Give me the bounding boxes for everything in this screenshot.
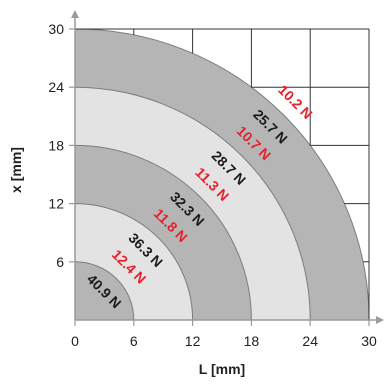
- axes-layer: [71, 10, 384, 324]
- x-tick-label: 6: [130, 333, 138, 349]
- y-tick-label: 18: [48, 137, 64, 153]
- ticks-layer: 0 6 12 18 24 30 6 12 18 24 30: [48, 21, 377, 349]
- grid-layer: [75, 28, 370, 320]
- x-tick-label: 18: [244, 333, 260, 349]
- x-axis-label: L [mm]: [199, 361, 245, 377]
- y-axis-arrow: [71, 10, 79, 18]
- ring-r6: [74, 261, 135, 321]
- y-tick-label: 24: [48, 79, 64, 95]
- y-tick-label: 30: [48, 21, 64, 37]
- x-tick-label: 24: [302, 333, 318, 349]
- x-tick-label: 0: [71, 333, 79, 349]
- y-axis-label: x [mm]: [8, 147, 24, 193]
- y-tick-label: 6: [56, 254, 64, 270]
- rings-layer: [74, 28, 370, 321]
- x-axis-arrow: [376, 316, 384, 324]
- x-tick-label: 30: [361, 333, 377, 349]
- x-tick-label: 12: [185, 333, 201, 349]
- y-tick-label: 12: [48, 196, 64, 212]
